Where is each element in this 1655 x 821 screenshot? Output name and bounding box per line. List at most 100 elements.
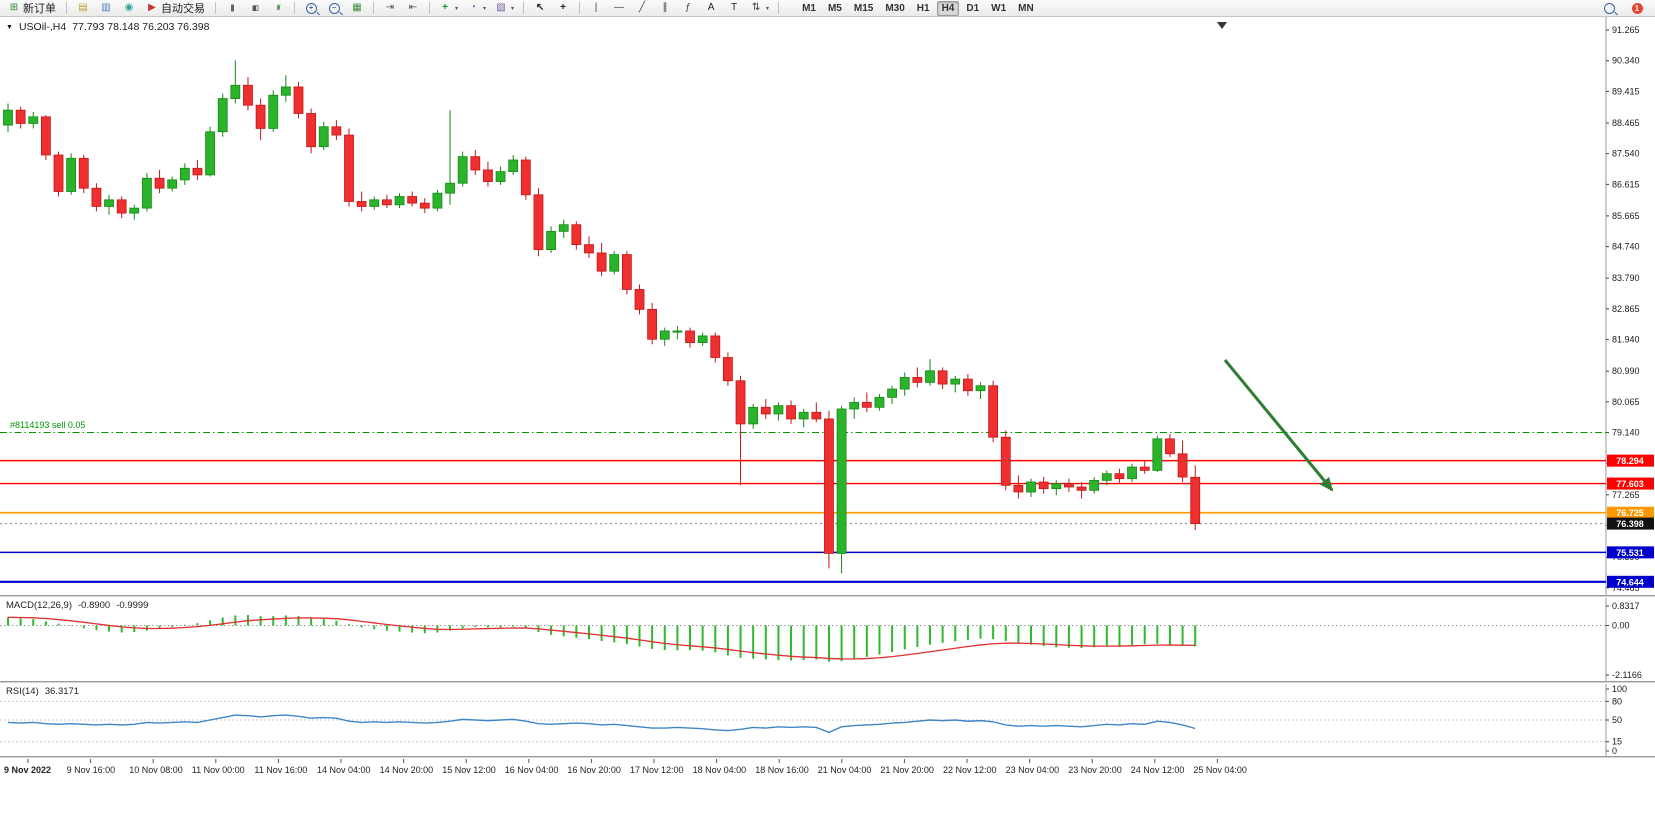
macd-value-main: -0.8900 xyxy=(78,600,111,611)
bar-chart-icon[interactable]: ||| xyxy=(221,0,243,17)
svg-text:15: 15 xyxy=(1612,737,1622,747)
panel-resize-separator[interactable] xyxy=(0,595,1655,598)
svg-text:85.665: 85.665 xyxy=(1612,211,1640,221)
price-badges: 78.294 77.603 76.725 75.531 74.644 76.398 xyxy=(1607,454,1654,588)
zoom-out-icon-glyph: − xyxy=(328,2,340,14)
time-axis-label: 11 Nov 16:00 xyxy=(254,765,308,775)
time-axis-label: 23 Nov 20:00 xyxy=(1068,765,1122,775)
search-icon-glyph xyxy=(1603,2,1615,14)
chart-shift-icon[interactable]: ⇤ xyxy=(402,0,424,17)
text-label-icon-glyph: T xyxy=(730,2,738,13)
fibonacci-icon[interactable]: ƒ xyxy=(677,0,699,17)
toolbar-separator xyxy=(294,2,295,14)
open-order-line-label[interactable]: #8114193 sell 0.05 xyxy=(10,420,86,430)
data-window-icon[interactable]: ▥ xyxy=(95,0,117,17)
zoom-out-icon[interactable]: − xyxy=(323,0,345,17)
chart-menu-caret-icon[interactable]: ▼ xyxy=(6,23,13,31)
rsi-panel-canvas[interactable]: 100 80 50 150 xyxy=(0,684,1655,756)
toolbar-separator xyxy=(373,2,374,14)
macd-name: MACD(12,26,9) xyxy=(6,600,72,611)
macd-histogram xyxy=(7,614,1197,662)
horizontal-line-icon[interactable]: — xyxy=(608,0,630,17)
zoom-in-icon[interactable]: + xyxy=(300,0,322,17)
crosshair-icon[interactable]: + xyxy=(552,0,574,17)
horizontal-line-objects[interactable] xyxy=(0,432,1606,583)
indicators-icon[interactable]: + ▾ xyxy=(435,0,462,17)
periods-icon-glyph: ◔ xyxy=(469,2,477,13)
time-axis-label: 25 Nov 04:00 xyxy=(1193,765,1247,775)
timeframe-m30-button[interactable]: M30 xyxy=(885,2,905,14)
toolbar-separator xyxy=(523,2,525,14)
new-order-button[interactable]: ⊞ 新订单 xyxy=(9,2,56,16)
text-label-icon[interactable]: T xyxy=(723,0,745,17)
svg-text:80: 80 xyxy=(1612,696,1622,706)
macd-signal-line xyxy=(7,616,1196,660)
auto-trading-button[interactable]: ▶ 自动交易 xyxy=(141,0,210,17)
rsi-line xyxy=(7,714,1196,734)
text-icon[interactable]: A xyxy=(700,0,722,17)
timeframe-m15-button[interactable]: M15 xyxy=(853,2,874,14)
time-axis-label: 15 Nov 12:00 xyxy=(442,765,496,775)
dropdown-caret-icon: ▾ xyxy=(455,5,459,12)
line-chart-icon[interactable]: /\/ xyxy=(267,0,289,17)
svg-text:74.644: 74.644 xyxy=(1616,577,1644,587)
macd-value-signal: -0.9999 xyxy=(116,600,149,611)
toolbar-separator xyxy=(215,2,216,14)
svg-text:84.740: 84.740 xyxy=(1612,242,1640,252)
trend-arrow-object[interactable] xyxy=(1223,359,1334,492)
chart-shift-marker[interactable] xyxy=(1217,22,1227,29)
vertical-line-icon-glyph: | xyxy=(594,2,598,13)
svg-text:83.790: 83.790 xyxy=(1612,273,1640,283)
templates-icon[interactable]: ▨ ▾ xyxy=(491,0,518,17)
main-chart-canvas[interactable]: 91.265 90.340 89.415 88.465 87.540 86.615 85.6… xyxy=(0,17,1655,595)
tile-windows-icon-glyph: ▦ xyxy=(352,2,362,13)
toolbar-separator xyxy=(66,2,67,14)
time-axis-label: 23 Nov 04:00 xyxy=(1005,765,1060,775)
toolbar-separator xyxy=(429,2,430,14)
timeframe-m1-button[interactable]: M1 xyxy=(802,2,816,14)
candlestick-chart-icon-glyph: ▮▯ xyxy=(252,4,259,12)
notifications-icon[interactable]: 1 xyxy=(1626,0,1648,17)
panel-resize-separator[interactable] xyxy=(0,681,1655,684)
time-axis-label: 21 Nov 20:00 xyxy=(880,765,934,775)
svg-text:90.340: 90.340 xyxy=(1612,56,1640,66)
macd-panel-canvas[interactable]: 0.8317 0.00 -2.1166 xyxy=(0,598,1655,681)
auto-scroll-icon[interactable]: ⇥ xyxy=(379,0,401,17)
svg-text:76.398: 76.398 xyxy=(1616,519,1644,529)
timeframe-h1-button[interactable]: H1 xyxy=(916,2,930,14)
dropdown-caret-icon: ▾ xyxy=(766,5,770,12)
timeframe-h4-button[interactable]: H4 xyxy=(936,0,960,16)
tile-windows-icon[interactable]: ▦ xyxy=(346,0,368,17)
timeframe-d1-button[interactable]: D1 xyxy=(966,2,980,14)
timeframe-mn-button[interactable]: MN xyxy=(1018,2,1034,14)
horizontal-line-icon-glyph: — xyxy=(614,2,625,13)
timeframe-m5-button[interactable]: M5 xyxy=(827,2,842,14)
candlestick-chart-icon[interactable]: ▮▯ xyxy=(244,0,266,17)
svg-text:88.465: 88.465 xyxy=(1612,118,1640,128)
navigator-icon[interactable]: ◉ xyxy=(118,0,140,17)
dropdown-caret-icon: ▾ xyxy=(511,5,515,12)
cursor-icon[interactable]: ↖ xyxy=(529,0,551,17)
search-icon[interactable] xyxy=(1598,0,1620,17)
time-axis-label: 16 Nov 20:00 xyxy=(567,765,621,775)
trendline-icon[interactable]: ╱ xyxy=(631,0,653,17)
timeframe-w1-button[interactable]: W1 xyxy=(991,2,1007,14)
toolbar-items: ⊞ 新订单 ▤ ▥ ◉ ▶ 自动交易 ||| ▮▯/\/+ − ▦ ⇥ ⇤ + ▾ ◔ ▾ ▨ ▾ ↖ + | — ╱ ∥ ƒ A T… xyxy=(3,0,783,17)
fibonacci-icon-glyph: ƒ xyxy=(685,2,691,13)
toolbar-separator xyxy=(778,2,780,14)
periods-icon[interactable]: ◔ ▾ xyxy=(463,0,490,17)
svg-text:0.00: 0.00 xyxy=(1612,621,1630,631)
toolbar-right: 1 xyxy=(1598,0,1652,17)
vertical-line-icon[interactable]: | xyxy=(585,0,607,17)
auto-scroll-icon-glyph: ⇥ xyxy=(385,2,395,13)
chart-shift-icon-glyph: ⇤ xyxy=(408,2,418,13)
time-axis-label: 18 Nov 04:00 xyxy=(692,765,747,775)
market-watch-icon[interactable]: ▤ xyxy=(72,0,94,17)
chart-symbol-period: USOil-,H4 xyxy=(18,21,67,33)
time-axis-label: 21 Nov 04:00 xyxy=(817,765,872,775)
cursor-icon-glyph: ↖ xyxy=(535,2,545,13)
panel-resize-separator[interactable] xyxy=(0,756,1655,759)
arrows-icon[interactable]: ⇅ ▾ xyxy=(746,0,773,17)
time-axis[interactable]: 9 Nov 2022 9 Nov 16:00 10 Nov 08:00 11 Nov … xyxy=(0,759,1655,821)
equidistant-channel-icon[interactable]: ∥ xyxy=(654,0,676,17)
